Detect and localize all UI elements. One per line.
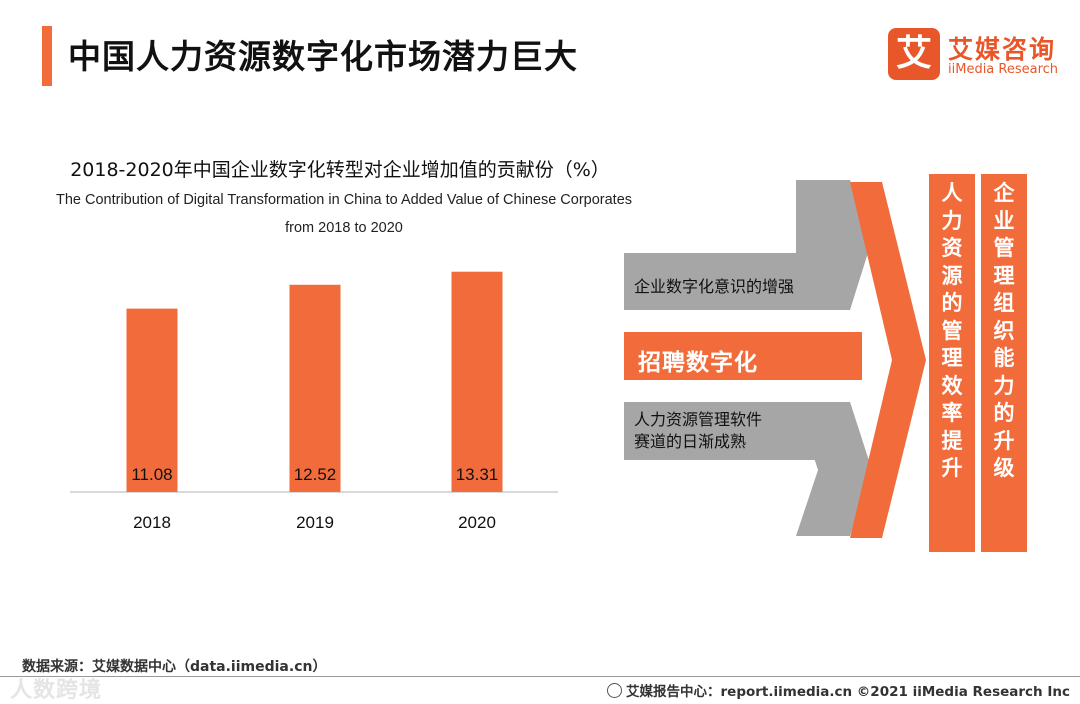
top-arrow-label: 企业数字化意识的增强 <box>634 277 795 296</box>
bar-value-label: 13.31 <box>456 465 499 484</box>
column-char: 理 <box>941 346 963 370</box>
arrow-diagram <box>624 180 926 538</box>
source-note: 数据来源：艾媒数据中心（data.iimedia.cn） <box>22 659 327 675</box>
outcome-column-hr-efficiency-text: 人力资源的管理效率提升 <box>929 180 975 483</box>
chart-title: 2018-2020年中国企业数字化转型对企业增加值的贡献份（%） <box>70 159 610 181</box>
top-arrow-chevron <box>796 180 872 310</box>
footer-report-text: 艾媒报告中心：report.iimedia.cn ©2021 iiMedia R… <box>626 684 1070 700</box>
column-char: 管 <box>941 318 963 343</box>
globe-icon <box>607 683 622 698</box>
column-char: 组 <box>993 291 1015 315</box>
bar-value-label: 12.52 <box>294 465 337 484</box>
column-char: 率 <box>941 401 963 425</box>
footer-divider <box>0 676 1080 677</box>
column-char: 的 <box>941 291 963 315</box>
chart-subtitle: The Contribution of Digital Transformati… <box>55 192 633 236</box>
iimedia-logo: 艾 艾媒咨询 iiMedia Research <box>888 28 1068 84</box>
outcome-column-org-capability: 企业管理组织能力的升级 <box>981 174 1027 552</box>
top-arrow-body <box>624 253 850 310</box>
column-char: 管 <box>993 236 1015 260</box>
bar-2019 <box>289 284 341 492</box>
column-char: 升 <box>941 456 963 480</box>
bottom-arrow-label-line2: 赛道的日渐成熟 <box>634 432 747 451</box>
column-char: 企 <box>993 181 1015 205</box>
watermark: 人数跨境 <box>10 678 103 703</box>
bottom-arrow-label-line1: 人力资源管理软件 <box>634 410 763 429</box>
x-tick-label: 2018 <box>133 513 171 532</box>
footer-credit: 艾媒报告中心：report.iimedia.cn ©2021 iiMedia R… <box>607 680 1070 700</box>
bar-2018 <box>126 308 178 492</box>
title-accent-bar <box>42 26 52 86</box>
column-char: 能 <box>993 346 1015 370</box>
column-char: 业 <box>993 208 1015 233</box>
column-char: 的 <box>993 401 1015 425</box>
column-char: 源 <box>941 263 963 288</box>
column-char: 织 <box>993 318 1015 343</box>
bottom-arrow-chevron <box>796 402 872 536</box>
center-arrow-body <box>624 332 862 380</box>
column-char: 力 <box>941 208 963 233</box>
bar-chart: 11.08 2018 12.52 2019 13.31 2020 <box>70 271 558 532</box>
big-chevron <box>850 182 926 538</box>
outcome-column-hr-efficiency: 人力资源的管理效率提升 <box>929 174 975 552</box>
x-tick-label: 2019 <box>296 513 334 532</box>
bar-2020 <box>451 271 503 492</box>
column-char: 力 <box>993 373 1015 398</box>
x-tick-label: 2020 <box>458 513 496 532</box>
logo-mark-icon: 艾 <box>888 28 940 80</box>
column-char: 级 <box>993 456 1015 480</box>
logo-text-en: iiMedia Research <box>948 62 1059 77</box>
center-arrow-label: 招聘数字化 <box>638 350 758 376</box>
column-char: 资 <box>941 236 963 260</box>
page-title: 中国人力资源数字化市场潜力巨大 <box>68 37 578 76</box>
column-char: 人 <box>941 181 963 205</box>
column-char: 理 <box>993 263 1015 288</box>
column-char: 效 <box>941 373 963 398</box>
bar-value-label: 11.08 <box>131 465 172 484</box>
bottom-arrow-body <box>624 402 850 460</box>
outcome-column-org-capability-text: 企业管理组织能力的升级 <box>981 180 1027 483</box>
column-char: 升 <box>993 428 1015 453</box>
column-char: 提 <box>941 428 963 453</box>
bottom-arrow-label: 人力资源管理软件 赛道的日渐成熟 <box>634 409 762 453</box>
logo-text-cn: 艾媒咨询 <box>948 35 1057 64</box>
